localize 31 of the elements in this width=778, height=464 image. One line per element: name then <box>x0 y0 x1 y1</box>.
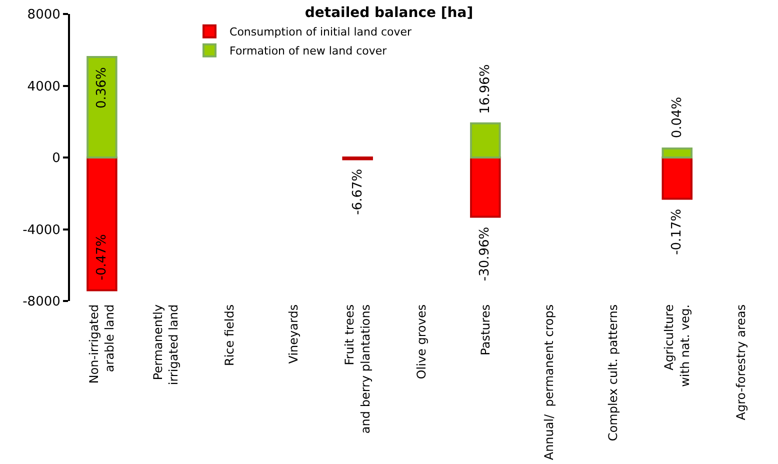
annotation: -0.17% <box>669 208 684 255</box>
x-tick-label: Non-irrigated arable land <box>87 304 117 384</box>
annotation: -6.67% <box>350 168 366 215</box>
y-tick-label: -8000 <box>22 294 60 310</box>
y-tick-label: 4000 <box>27 79 60 94</box>
annotation: -30.96% <box>478 226 493 282</box>
x-tick-label: Olive groves <box>414 304 428 380</box>
x-tick-label: Agro-forestry areas <box>734 304 748 420</box>
annotation: 16.96% <box>478 64 493 114</box>
chart-title: detailed balance [ha] <box>304 4 474 21</box>
y-tick-label: 8000 <box>27 8 60 23</box>
x-tick-label: Vineyards <box>286 304 301 364</box>
legend-label: Consumption of initial land cover <box>230 26 412 39</box>
bar <box>662 156 693 200</box>
bar <box>470 122 501 158</box>
annotation: 0.36% <box>94 67 110 108</box>
annotation: -0.47% <box>94 234 110 280</box>
x-tick-label: Rice fields <box>222 304 237 366</box>
legend-label: Formation of new land cover <box>230 44 388 58</box>
y-tick-label: -4000 <box>22 222 60 238</box>
bar <box>86 156 118 292</box>
bar <box>662 148 693 158</box>
bar <box>86 56 118 158</box>
x-tick-label: Pastures <box>478 304 492 356</box>
x-tick-label: Annual/ permanent crops <box>542 304 556 460</box>
x-tick-label: Agriculture with nat. veg. <box>662 304 692 387</box>
x-tick-label: Fruit trees and berry plantations <box>342 304 372 434</box>
x-tick-label: Complex cult. patterns <box>606 304 620 442</box>
bar <box>470 156 501 218</box>
annotation: 0.04% <box>670 96 686 138</box>
y-tick-label: 0 <box>52 151 60 166</box>
